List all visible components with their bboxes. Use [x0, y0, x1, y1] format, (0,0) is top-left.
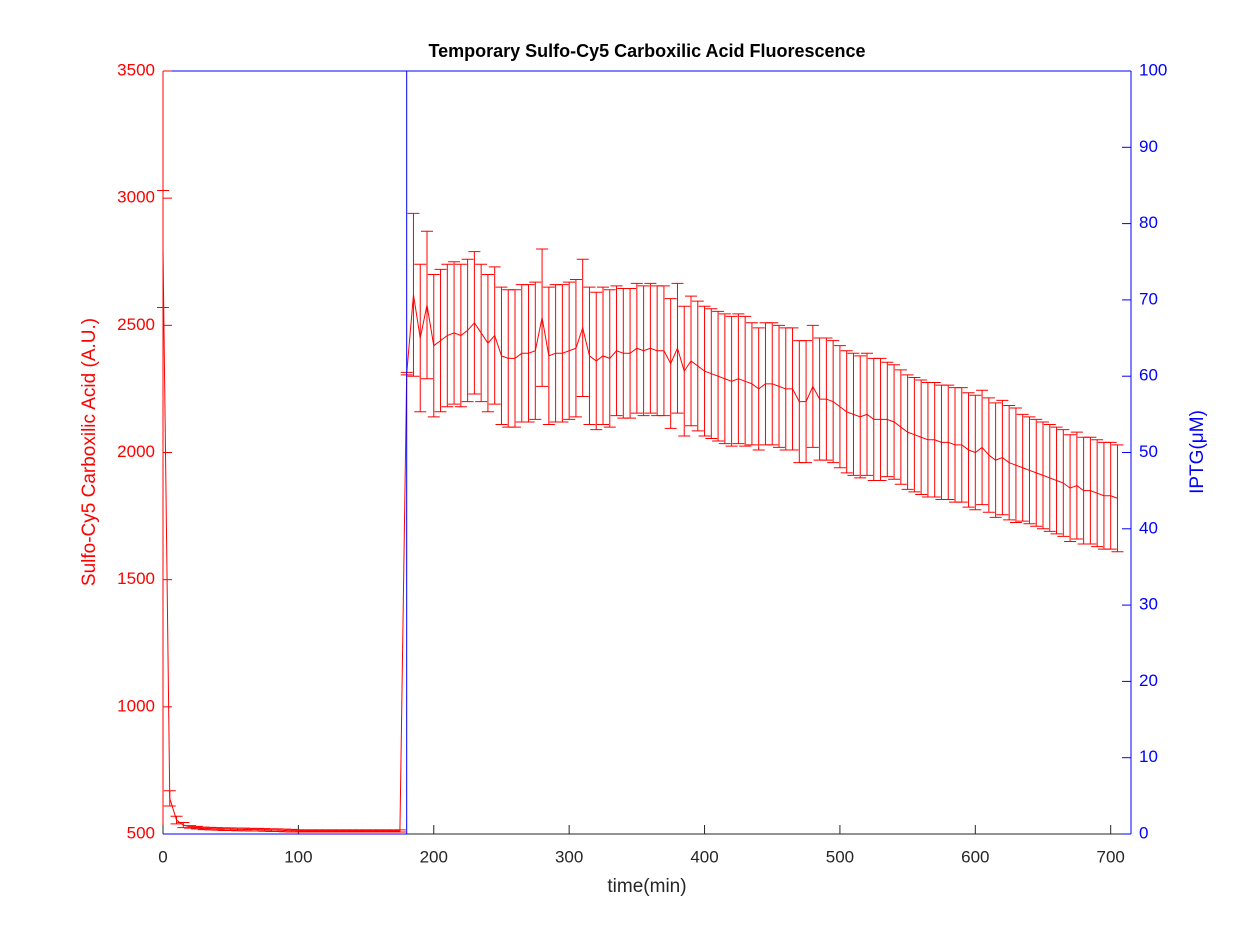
data-line	[162, 249, 1118, 832]
y-tick-label: 2500	[117, 315, 155, 334]
y2-axis-label: IPTG(μM)	[1187, 410, 1208, 494]
x-tick-label: 100	[284, 847, 312, 866]
y2-tick-label: 10	[1139, 747, 1158, 766]
y2-tick-label: 100	[1139, 60, 1167, 79]
y2-tick-label: 50	[1139, 442, 1158, 461]
y-tick-label: 3500	[117, 60, 155, 79]
y-tick-label: 500	[127, 823, 155, 842]
x-tick-label: 500	[826, 847, 854, 866]
x-tick-label: 0	[158, 847, 167, 866]
y2-tick-label: 0	[1139, 823, 1148, 842]
x-tick-label: 200	[420, 847, 448, 866]
y-tick-label: 3000	[117, 188, 155, 207]
y-axis-label: Sulfo-Cy5 Carboxilic Acid (A.U.)	[79, 318, 100, 586]
chart-title: Temporary Sulfo-Cy5 Carboxilic Acid Fluo…	[428, 41, 865, 61]
y2-tick-label: 90	[1139, 137, 1158, 156]
y-tick-label: 2000	[117, 442, 155, 461]
y2-tick-label: 30	[1139, 595, 1158, 614]
y2-tick-label: 70	[1139, 289, 1158, 308]
x-tick-label: 600	[961, 847, 989, 866]
x-tick-label: 700	[1097, 847, 1125, 866]
y2-tick-label: 80	[1139, 213, 1158, 232]
data-line	[163, 70, 1131, 835]
x-tick-label: 400	[690, 847, 718, 866]
y-tick-label: 1000	[117, 696, 155, 715]
y2-tick-label: 60	[1139, 366, 1158, 385]
error-bar	[157, 190, 169, 309]
x-axis-label: time(min)	[607, 876, 686, 897]
x-tick-label: 300	[555, 847, 583, 866]
y-tick-label: 1500	[117, 569, 155, 588]
y2-tick-label: 20	[1139, 671, 1158, 690]
y2-tick-label: 40	[1139, 518, 1158, 537]
